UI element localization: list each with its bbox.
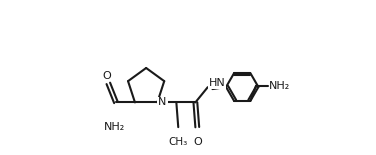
Text: HN: HN [209, 78, 226, 88]
Text: O: O [193, 137, 202, 147]
Text: O: O [102, 71, 111, 81]
Text: N: N [158, 97, 167, 107]
Text: CH₃: CH₃ [168, 137, 188, 147]
Text: NH₂: NH₂ [105, 122, 126, 132]
Text: NH₂: NH₂ [269, 81, 291, 91]
